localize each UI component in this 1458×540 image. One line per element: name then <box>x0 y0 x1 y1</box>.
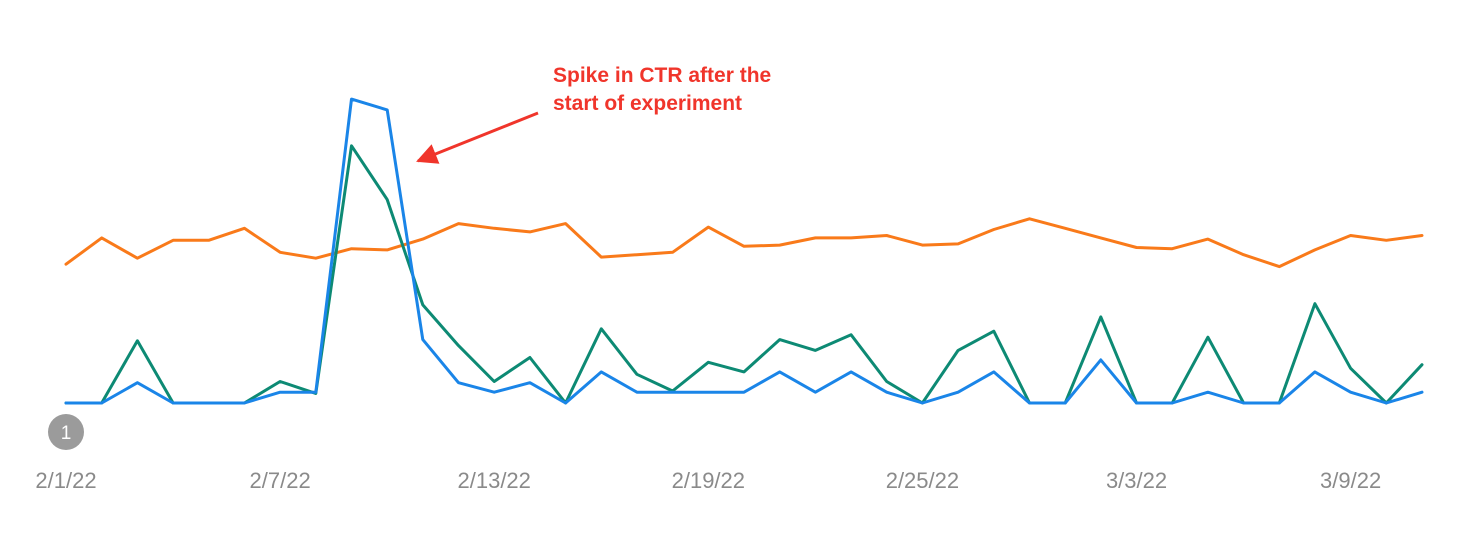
x-tick-label: 2/7/22 <box>250 468 311 493</box>
x-tick-label: 2/13/22 <box>458 468 531 493</box>
x-tick-label: 3/9/22 <box>1320 468 1381 493</box>
x-tick-label: 2/25/22 <box>886 468 959 493</box>
series-line-3 <box>64 97 1424 405</box>
annotation-text: Spike in CTR after the start of experime… <box>553 64 772 115</box>
event-marker[interactable] <box>48 414 84 450</box>
series-line-2 <box>64 144 1424 405</box>
x-tick-label: 2/19/22 <box>672 468 745 493</box>
series-line-1 <box>64 217 1424 269</box>
x-tick-label: 3/3/22 <box>1106 468 1167 493</box>
x-tick-label: 2/1/22 <box>35 468 96 493</box>
annotation-arrow <box>416 111 539 164</box>
event-marker-label: 1 <box>61 423 72 444</box>
